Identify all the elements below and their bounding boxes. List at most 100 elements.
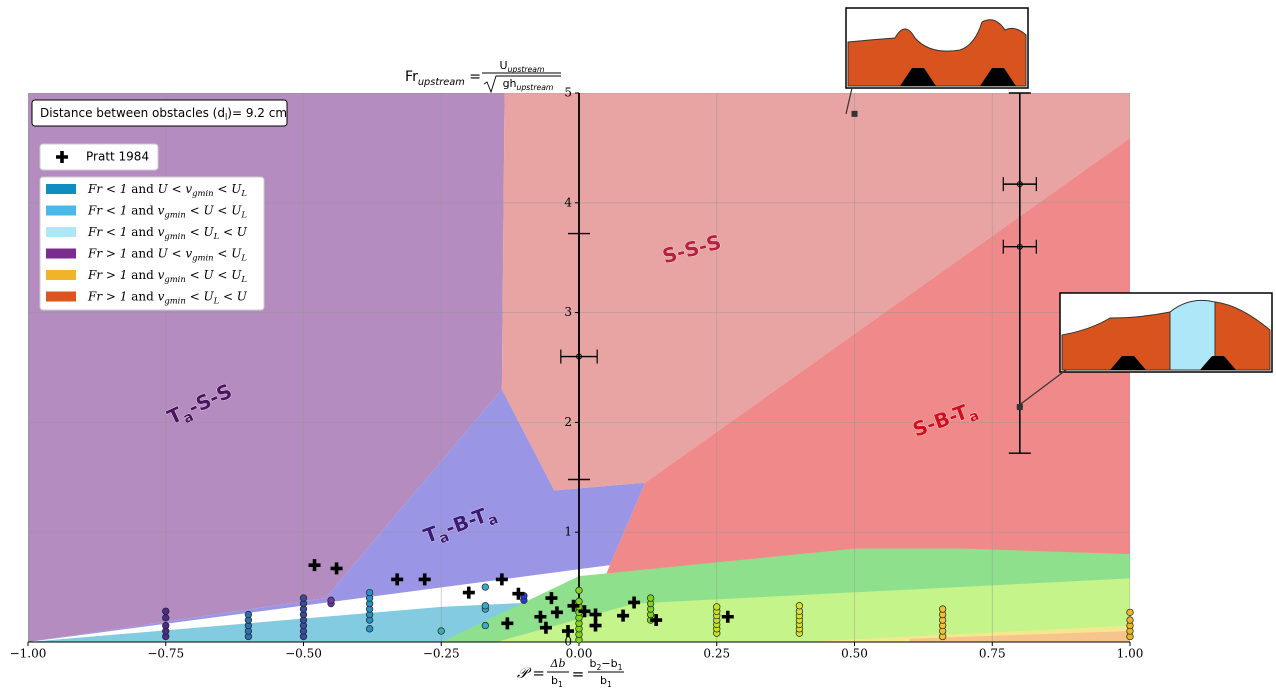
pratt-marker (561, 625, 574, 638)
inset-image (1017, 292, 1273, 407)
text-run: Fr < 1 (87, 203, 127, 217)
legend-box (39, 176, 265, 311)
text-run: Δb (550, 657, 566, 670)
legend-swatch (46, 248, 76, 259)
y-tick-label: 1 (564, 525, 572, 539)
x-label-den: b1 (600, 674, 612, 689)
text-run: L (240, 274, 247, 284)
legend-swatch (46, 270, 76, 280)
legend-label: Pratt 1984 (86, 150, 149, 164)
text-run: and (127, 268, 157, 282)
text-run: Fr (405, 69, 418, 85)
text-run: gmin (192, 188, 213, 198)
pratt-marker (550, 606, 563, 619)
x-tick-label: 0.00 (566, 647, 593, 661)
pratt-marker (539, 621, 552, 634)
pratt-marker (512, 587, 525, 600)
data-point (365, 588, 374, 597)
text-run: 1 (618, 663, 623, 672)
x-tick-label: 0.75 (979, 647, 1006, 661)
text-run: gmin (164, 231, 185, 241)
text-run: upstream (418, 77, 465, 88)
text-run: U < v (158, 182, 193, 196)
text-run: and (127, 203, 157, 217)
text-run: Distance between obstacles (d (40, 106, 225, 120)
data-point (795, 602, 804, 610)
data-point (713, 603, 721, 611)
pratt-marker (308, 559, 321, 572)
error-point (576, 353, 582, 360)
legend-swatch (46, 227, 76, 237)
data-point (646, 594, 655, 602)
legend-swatch (46, 291, 76, 302)
text-run: L (240, 188, 247, 198)
text-run: < U (219, 289, 248, 303)
legend-swatch (46, 205, 76, 216)
text-run: 1 (607, 680, 612, 689)
data-point (1126, 616, 1134, 624)
x-tick-label: 1.00 (1117, 647, 1144, 661)
pratt-marker (578, 605, 591, 618)
pratt-marker (650, 614, 663, 627)
text-run: U < v (158, 246, 193, 260)
y-tick-label: 5 (564, 86, 572, 100)
legend-label: Fr > 1 and vgmin < U < UL (87, 268, 247, 284)
text-run: Fr > 1 (87, 289, 127, 303)
pratt-marker (628, 596, 641, 609)
text-run: L (213, 295, 220, 305)
pratt-marker (534, 610, 547, 623)
text-run: 1 (558, 680, 563, 689)
data-point (575, 597, 583, 606)
data-point (437, 627, 445, 635)
pratt-marker (495, 573, 508, 586)
data-point (327, 596, 335, 604)
data-point (1126, 608, 1134, 617)
x-tick-label: −0.25 (423, 647, 460, 661)
legend-label: Fr < 1 and vgmin < U < UL (87, 203, 247, 219)
region (501, 93, 1130, 491)
text-run: Fr > 1 (87, 246, 127, 260)
region-label: Ta-B-Ta (420, 499, 500, 551)
title-lhs: Frupstream = (405, 69, 481, 88)
legend-label: Fr < 1 and U < vgmin < UL (87, 182, 247, 198)
text-run: b (590, 657, 597, 670)
text-run: < U (214, 182, 243, 196)
annotation: Distance between obstacles (dl)= 9.2 cm (40, 106, 287, 122)
text-run: < U < U (186, 268, 242, 282)
x-tick-label: 0.50 (841, 647, 868, 661)
text-run: v (158, 268, 165, 282)
text-run: < U (219, 225, 248, 239)
text-run: upstream (508, 65, 545, 74)
x-tick-label: −1.00 (10, 647, 47, 661)
text-run: v (158, 289, 165, 303)
region (496, 578, 1130, 642)
text-run: Fr > 1 (87, 268, 127, 282)
annotation-box (31, 99, 288, 127)
pratt-marker (330, 562, 343, 575)
text-run: l (225, 112, 227, 122)
text-run: and (127, 289, 157, 303)
x-tick-label: −0.50 (285, 647, 322, 661)
legend-swatch (46, 184, 76, 194)
pratt-marker (462, 586, 475, 599)
overlay: −1.00 −0.75 −0.50 −0.25 0.00 0.25 0.50 0.75 1.00… (10, 59, 1144, 689)
x-label-lhs: 𝒫 = (517, 664, 545, 682)
text-run: b (600, 674, 607, 687)
text-run: upstream (517, 83, 554, 92)
text-run: < U < U (186, 203, 242, 217)
text-run: < U (214, 246, 243, 260)
text-run: Fr < 1 (87, 182, 127, 196)
y-tick-label: 3 (564, 305, 572, 319)
data-point (481, 621, 489, 630)
data-point (481, 602, 489, 610)
text-run: L (240, 209, 247, 219)
data-point (162, 607, 170, 615)
text-run: 2 (596, 663, 601, 672)
text-run: = (572, 665, 585, 683)
text-run: gh (503, 77, 517, 90)
pratt-marker (721, 610, 734, 623)
x-tick-label: 0.25 (703, 647, 730, 661)
text-run: < U (186, 289, 215, 303)
title-denominator: ghupstream (503, 77, 554, 92)
